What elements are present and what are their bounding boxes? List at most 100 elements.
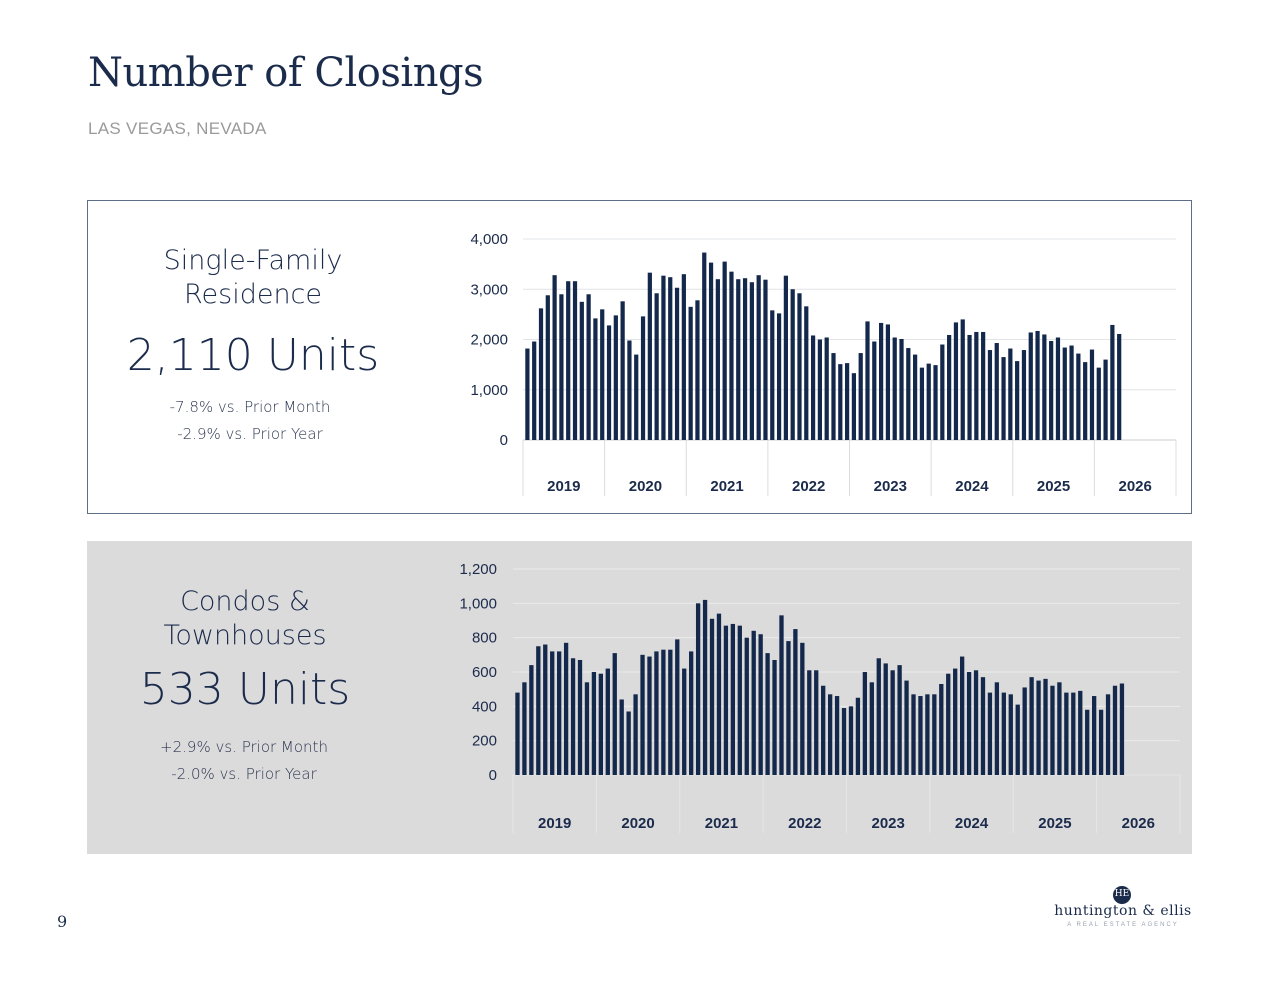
bar xyxy=(838,364,843,440)
y-tick-label: 0 xyxy=(500,432,508,449)
bar xyxy=(765,653,770,775)
year-label: 2019 xyxy=(538,815,571,832)
y-tick-label: 2,000 xyxy=(470,332,508,349)
y-tick-label: 600 xyxy=(472,664,497,681)
bar xyxy=(800,642,805,775)
bar xyxy=(1028,332,1033,440)
bar xyxy=(906,348,911,440)
bar xyxy=(890,670,895,775)
bar xyxy=(570,658,576,775)
bar xyxy=(855,697,861,775)
bar xyxy=(620,301,625,440)
logo-name: huntington & ellis xyxy=(1054,903,1192,919)
condos-closings-chart: 0 200 400 600 800 1,000 1,200 2019 2020 2021 2022 2… xyxy=(459,561,1181,833)
bar xyxy=(593,318,598,440)
year-label: 2019 xyxy=(547,478,580,495)
bar xyxy=(953,322,959,440)
bar xyxy=(892,337,897,440)
bar xyxy=(675,639,680,775)
bar xyxy=(974,331,979,440)
bar xyxy=(824,337,829,440)
bar xyxy=(926,363,931,440)
bar xyxy=(797,293,802,440)
bar xyxy=(763,279,768,440)
segment-name: Condos & Townhouses xyxy=(80,585,410,653)
bar xyxy=(1089,349,1095,440)
bar xyxy=(1110,324,1115,440)
bar xyxy=(545,295,550,440)
bar xyxy=(939,684,944,775)
year-label: 2024 xyxy=(955,478,989,495)
bar xyxy=(1069,345,1074,440)
bar xyxy=(579,301,584,440)
page-number: 9 xyxy=(57,912,68,931)
bar xyxy=(723,625,729,775)
bar xyxy=(1043,678,1048,775)
bar xyxy=(758,634,763,775)
bar xyxy=(689,651,694,775)
y-tick-label: 1,000 xyxy=(470,382,508,399)
bar xyxy=(807,670,812,775)
bar xyxy=(1117,333,1122,440)
bar xyxy=(612,653,617,775)
bar xyxy=(708,262,714,440)
year-label: 2021 xyxy=(710,478,743,495)
bar xyxy=(959,656,965,775)
bar xyxy=(1119,683,1125,775)
y-tick-label: 200 xyxy=(472,733,497,750)
bar xyxy=(994,682,1000,775)
bar xyxy=(1029,677,1034,775)
segment-name-line2: Residence xyxy=(183,279,323,310)
bar xyxy=(709,618,715,775)
segment-name-line1: Condos & xyxy=(180,586,310,617)
bar xyxy=(925,694,930,775)
bar xyxy=(885,324,891,440)
bar xyxy=(1085,709,1090,775)
bar xyxy=(865,321,870,440)
bar xyxy=(876,658,881,775)
year-label: 2021 xyxy=(705,815,738,832)
condos-panel: Condos & Townhouses 533 Units +2.9% vs. … xyxy=(87,541,1192,854)
bar xyxy=(790,289,795,440)
bar xyxy=(606,325,612,440)
bar xyxy=(586,294,591,440)
bar xyxy=(1022,687,1027,775)
bar xyxy=(946,673,951,775)
bar xyxy=(538,308,544,440)
bar xyxy=(640,316,646,440)
bar xyxy=(783,275,788,440)
bar xyxy=(737,625,742,775)
bar xyxy=(716,613,722,775)
bar xyxy=(702,252,707,440)
y-tick-label: 1,000 xyxy=(459,595,497,612)
bar xyxy=(557,651,562,775)
bar xyxy=(817,339,822,440)
bar xyxy=(647,272,652,440)
bar xyxy=(981,331,986,440)
year-label: 2020 xyxy=(629,478,662,495)
bar xyxy=(1001,692,1006,775)
bar xyxy=(668,649,673,775)
bar xyxy=(814,670,819,775)
bar xyxy=(869,682,874,775)
change-vs-prior-month: -7.8% vs. Prior Month xyxy=(169,398,331,416)
bar xyxy=(613,315,618,440)
bar xyxy=(897,665,902,775)
bar xyxy=(827,694,833,775)
bar xyxy=(1008,694,1013,775)
bar xyxy=(572,281,578,440)
y-tick-label: 4,000 xyxy=(470,231,508,248)
logo-tagline: A REAL ESTATE AGENCY xyxy=(1067,922,1179,928)
y-tick-label: 800 xyxy=(472,630,497,647)
bar xyxy=(640,654,645,775)
bar xyxy=(695,603,701,775)
bar xyxy=(515,692,520,775)
bar xyxy=(543,644,548,775)
bar xyxy=(821,685,826,775)
bar xyxy=(851,373,857,440)
bar xyxy=(1105,694,1111,775)
bar xyxy=(831,353,836,440)
bar xyxy=(1049,341,1054,440)
year-label: 2024 xyxy=(955,815,989,832)
bar xyxy=(776,313,782,440)
